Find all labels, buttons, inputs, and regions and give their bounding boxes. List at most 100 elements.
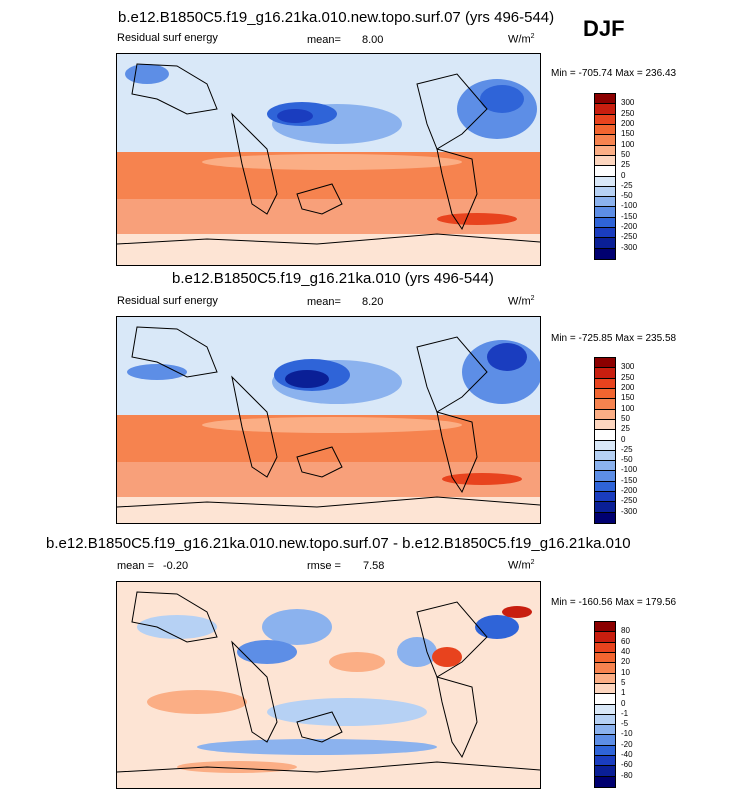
colorbar-tick-label: 0 bbox=[621, 434, 626, 444]
colorbar-tick-label: 200 bbox=[621, 118, 635, 128]
panel-2-mean-value: 8.20 bbox=[362, 296, 384, 308]
colorbar-swatch bbox=[595, 399, 615, 410]
colorbar-tick-label: 80 bbox=[621, 626, 630, 636]
colorbar-swatch bbox=[595, 228, 615, 239]
colorbar-tick-label: 250 bbox=[621, 108, 635, 118]
panel-2-mean-label: mean= bbox=[307, 296, 341, 308]
panel-2-map-field bbox=[117, 317, 540, 523]
colorbar-swatch bbox=[595, 461, 615, 472]
colorbar-tick-label: -250 bbox=[621, 232, 638, 242]
colorbar-tick-label: -80 bbox=[621, 770, 633, 780]
colorbar-tick-label: -300 bbox=[621, 506, 638, 516]
colorbar-swatch bbox=[595, 481, 615, 493]
colorbar-tick-label: 200 bbox=[621, 382, 635, 392]
colorbar-tick-label: -50 bbox=[621, 455, 633, 465]
colorbar-tick-label: 50 bbox=[621, 413, 630, 423]
panel-3-mean-label: mean = bbox=[117, 560, 154, 572]
colorbar-tick-label: -100 bbox=[621, 201, 638, 211]
colorbar-tick-label: 50 bbox=[621, 149, 630, 159]
colorbar-swatch bbox=[595, 248, 615, 259]
colorbar-swatch bbox=[595, 217, 615, 229]
colorbar-swatch bbox=[595, 652, 615, 664]
colorbar-swatch bbox=[595, 358, 615, 369]
colorbar-swatch bbox=[595, 114, 615, 125]
colorbar-swatch bbox=[595, 430, 615, 441]
colorbar-swatch bbox=[595, 714, 615, 726]
colorbar-swatch bbox=[595, 673, 615, 684]
colorbar-swatch bbox=[595, 756, 615, 767]
colorbar-tick-label: 25 bbox=[621, 160, 630, 170]
panel-2-variable-label: Residual surf energy bbox=[117, 295, 218, 307]
colorbar-swatch bbox=[595, 207, 615, 218]
colorbar-tick-label: -25 bbox=[621, 444, 633, 454]
panel-2-colorbar bbox=[594, 357, 616, 524]
colorbar-swatch bbox=[595, 378, 615, 389]
colorbar-tick-label: 25 bbox=[621, 424, 630, 434]
colorbar-tick-label: -250 bbox=[621, 496, 638, 506]
colorbar-tick-label: 150 bbox=[621, 393, 635, 403]
panel-3-units: W/m2 bbox=[508, 559, 535, 572]
panel-1-variable-label: Residual surf energy bbox=[117, 32, 218, 44]
colorbar-swatch bbox=[595, 166, 615, 177]
colorbar-swatch bbox=[595, 104, 615, 115]
panel-3-mean-value: -0.20 bbox=[163, 560, 189, 572]
colorbar-tick-label: -300 bbox=[621, 242, 638, 252]
panel-1-map-field bbox=[117, 54, 540, 265]
colorbar-tick-label: 40 bbox=[621, 646, 630, 656]
colorbar-tick-label: 60 bbox=[621, 636, 630, 646]
colorbar-tick-label: 100 bbox=[621, 403, 635, 413]
colorbar-swatch bbox=[595, 642, 615, 653]
colorbar-swatch bbox=[595, 388, 615, 400]
colorbar-tick-label: 250 bbox=[621, 372, 635, 382]
colorbar-swatch bbox=[595, 176, 615, 187]
panel-2-map bbox=[116, 316, 541, 524]
colorbar-swatch bbox=[595, 622, 615, 633]
colorbar-swatch bbox=[595, 725, 615, 736]
panel-1-units: W/m2 bbox=[508, 33, 535, 46]
colorbar-tick-label: 10 bbox=[621, 667, 630, 677]
colorbar-swatch bbox=[595, 186, 615, 198]
panel-1-mean-label: mean= bbox=[307, 34, 341, 46]
colorbar-swatch bbox=[595, 124, 615, 136]
panel-3-map bbox=[116, 581, 541, 789]
colorbar-tick-label: -150 bbox=[621, 475, 638, 485]
colorbar-swatch bbox=[595, 683, 615, 695]
colorbar-tick-label: 5 bbox=[621, 677, 626, 687]
colorbar-tick-label: -20 bbox=[621, 739, 633, 749]
panel-3-rmse-value: 7.58 bbox=[363, 560, 385, 572]
panel-1-map bbox=[116, 53, 541, 266]
colorbar-swatch bbox=[595, 694, 615, 705]
panel-2-units: W/m2 bbox=[508, 295, 535, 308]
colorbar-tick-label: -50 bbox=[621, 191, 633, 201]
panel-2-minmax: Min = -725.85 Max = 235.58 bbox=[551, 333, 677, 344]
colorbar-swatch bbox=[595, 197, 615, 208]
colorbar-tick-label: 100 bbox=[621, 139, 635, 149]
colorbar-tick-label: 20 bbox=[621, 657, 630, 667]
colorbar-tick-label: -60 bbox=[621, 760, 633, 770]
season-label: DJF bbox=[583, 16, 625, 41]
colorbar-tick-label: 1 bbox=[621, 688, 626, 698]
colorbar-tick-label: 0 bbox=[621, 698, 626, 708]
colorbar-swatch bbox=[595, 450, 615, 462]
colorbar-tick-label: -150 bbox=[621, 211, 638, 221]
colorbar-swatch bbox=[595, 155, 615, 167]
colorbar-swatch bbox=[595, 145, 615, 156]
colorbar-tick-label: -10 bbox=[621, 729, 633, 739]
panel-1-minmax: Min = -705.74 Max = 236.43 bbox=[551, 68, 677, 79]
colorbar-swatch bbox=[595, 135, 615, 146]
panel-3-title: b.e12.B1850C5.f19_g16.21ka.010.new.topo.… bbox=[46, 535, 631, 552]
colorbar-tick-label: -40 bbox=[621, 750, 633, 760]
colorbar-swatch bbox=[595, 419, 615, 431]
colorbar-tick-label: 300 bbox=[621, 362, 635, 372]
colorbar-tick-label: -1 bbox=[621, 708, 629, 718]
colorbar-swatch bbox=[595, 776, 615, 787]
colorbar-swatch bbox=[595, 471, 615, 482]
colorbar-tick-label: 300 bbox=[621, 98, 635, 108]
colorbar-tick-label: -100 bbox=[621, 465, 638, 475]
colorbar-swatch bbox=[595, 409, 615, 420]
colorbar-swatch bbox=[595, 502, 615, 513]
colorbar-swatch bbox=[595, 704, 615, 715]
colorbar-tick-label: -200 bbox=[621, 222, 638, 232]
colorbar-tick-label: 150 bbox=[621, 129, 635, 139]
panel-3-minmax: Min = -160.56 Max = 179.56 bbox=[551, 597, 677, 608]
